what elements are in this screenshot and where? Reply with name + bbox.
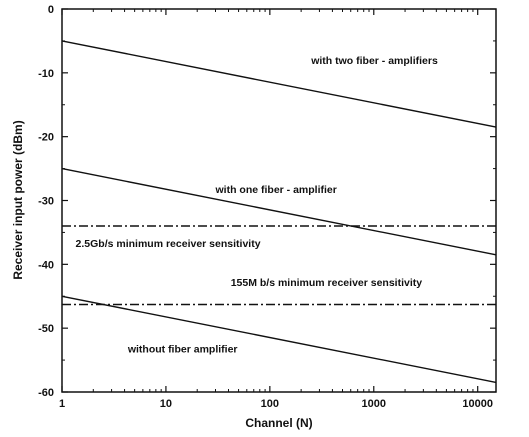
- series-line-1: [61, 40, 497, 128]
- series-line-2: [61, 167, 497, 256]
- y-tick-label: -30: [38, 196, 54, 208]
- x-tick-label: 100: [261, 398, 279, 410]
- y-tick-label: -50: [38, 323, 54, 335]
- y-tick-label: -10: [38, 68, 54, 80]
- annotation-label: with one fiber - amplifier: [215, 184, 337, 196]
- x-tick-label: 10: [160, 398, 172, 410]
- annotations: with two fiber - amplifiers with one fibe…: [76, 55, 438, 356]
- x-tick-label: 1: [59, 398, 65, 410]
- y-tick-label: -20: [38, 132, 54, 144]
- series-line-3: [61, 295, 497, 384]
- annotation-label: 2.5Gb/s minimum receiver sensitivity: [76, 238, 261, 250]
- ticks: 1 10 100 1000 10000 0 -10 -20 -30 -40 -50 -60: [38, 4, 496, 410]
- annotation-label: 155M b/s minimum receiver sensitivity: [231, 277, 423, 289]
- series: [61, 40, 497, 384]
- annotation-label: with two fiber - amplifiers: [310, 55, 438, 67]
- x-axis-title: Channel (N): [245, 416, 312, 430]
- x-tick-label: 1000: [362, 398, 386, 410]
- annotation-label: without fiber amplifier: [127, 343, 238, 355]
- x-tick-label: 10000: [462, 398, 493, 410]
- y-tick-label: -40: [38, 259, 54, 271]
- y-tick-label: 0: [48, 4, 54, 16]
- y-tick-label: -60: [38, 387, 54, 399]
- y-axis-title: Receiver input power (dBm): [11, 120, 25, 279]
